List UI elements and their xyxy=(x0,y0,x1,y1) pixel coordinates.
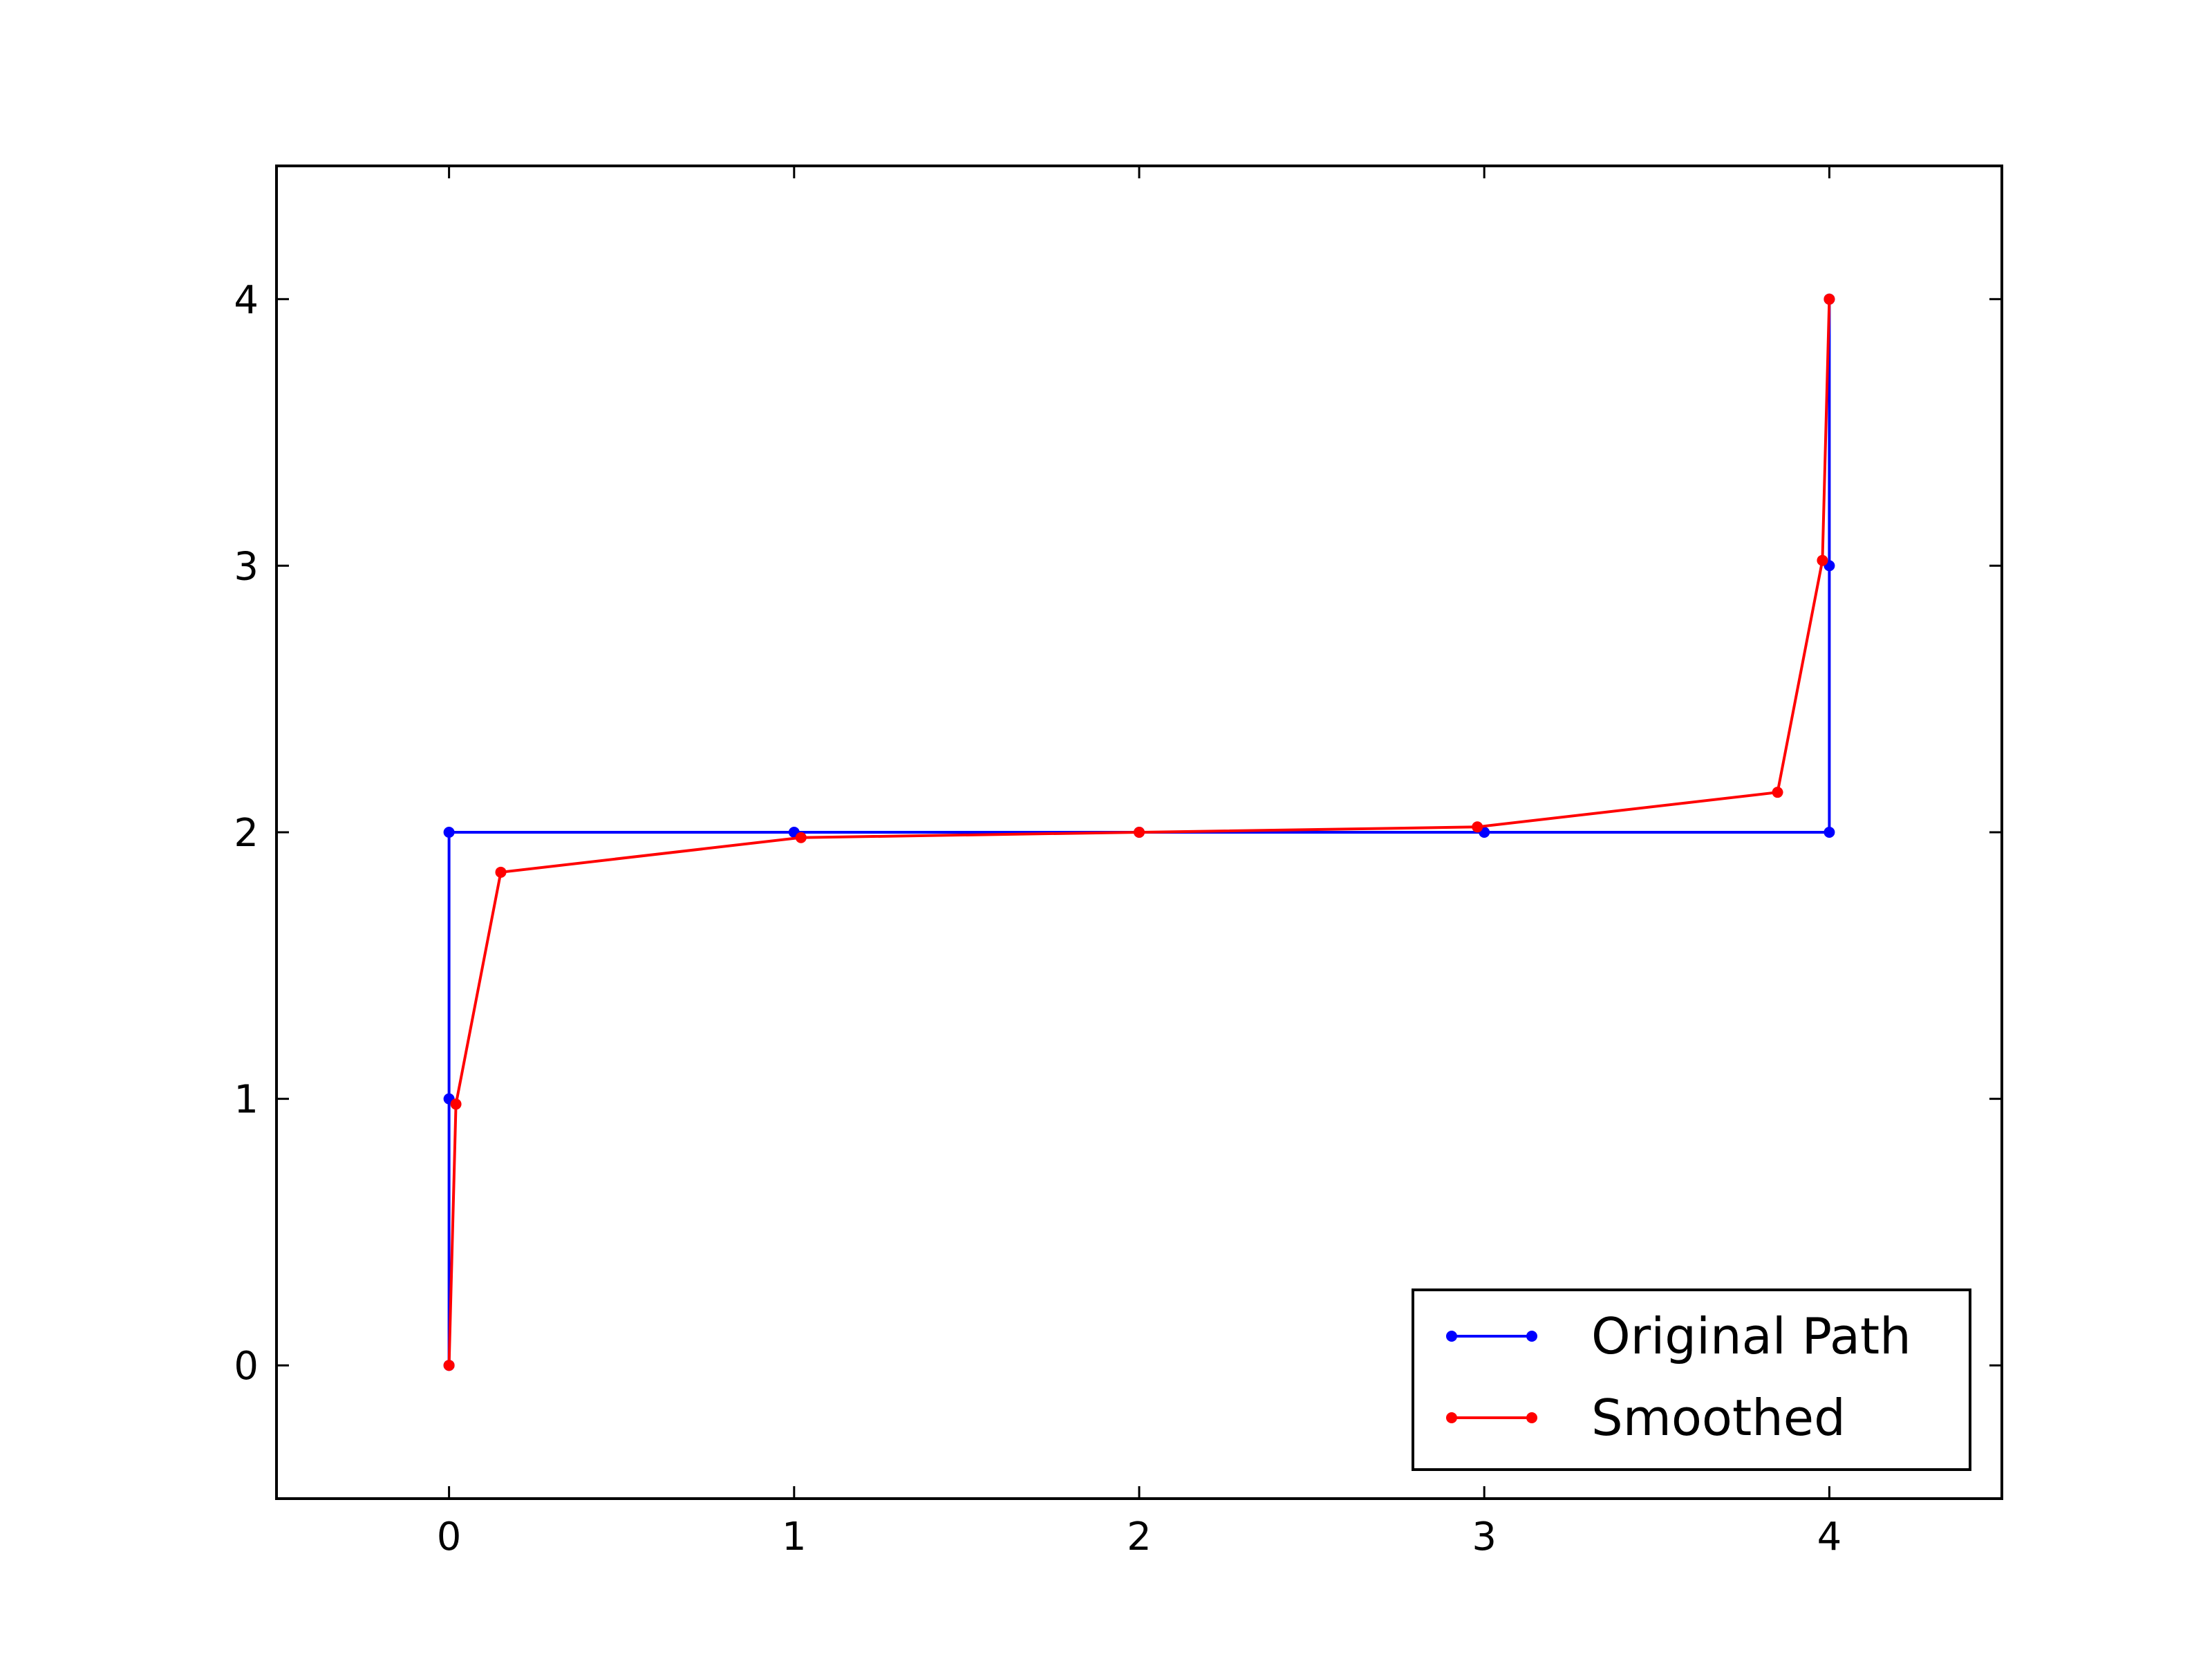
data-point-smoothed xyxy=(1472,821,1483,833)
x-tick-label: 3 xyxy=(1472,1515,1497,1559)
legend: Original Path Smoothed xyxy=(1412,1288,1971,1471)
legend-marker xyxy=(1446,1412,1457,1423)
legend-marker xyxy=(1446,1331,1457,1342)
y-tick-label: 2 xyxy=(234,811,259,856)
data-point-smoothed xyxy=(1134,827,1145,838)
x-tick-label: 4 xyxy=(1817,1515,1842,1559)
y-tick-label: 0 xyxy=(234,1344,259,1389)
data-point-smoothed xyxy=(450,1098,462,1110)
x-tick-label: 2 xyxy=(1127,1515,1152,1559)
data-point-original-path xyxy=(443,827,455,838)
data-point-original-path xyxy=(1824,827,1835,838)
y-tick-label: 1 xyxy=(234,1078,259,1123)
data-point-smoothed xyxy=(1824,293,1835,305)
legend-label-smoothed: Smoothed xyxy=(1591,1389,1846,1447)
data-point-smoothed xyxy=(495,866,507,878)
data-point-smoothed xyxy=(1817,554,1828,566)
data-point-smoothed xyxy=(795,832,807,843)
legend-box xyxy=(1412,1288,1971,1471)
x-tick-label: 1 xyxy=(782,1515,807,1559)
y-tick-label: 4 xyxy=(234,278,259,323)
x-tick-label: 0 xyxy=(437,1515,462,1559)
legend-marker xyxy=(1526,1412,1537,1423)
legend-label-original-path: Original Path xyxy=(1591,1307,1911,1365)
data-point-smoothed xyxy=(443,1360,455,1371)
data-point-smoothed xyxy=(1772,787,1783,798)
ticks-layer: 0 1 2 3 4 0 1 2 3 4 xyxy=(234,166,2002,1559)
legend-marker xyxy=(1526,1331,1537,1342)
y-tick-label: 3 xyxy=(234,544,259,589)
series-layer xyxy=(443,293,1835,1371)
